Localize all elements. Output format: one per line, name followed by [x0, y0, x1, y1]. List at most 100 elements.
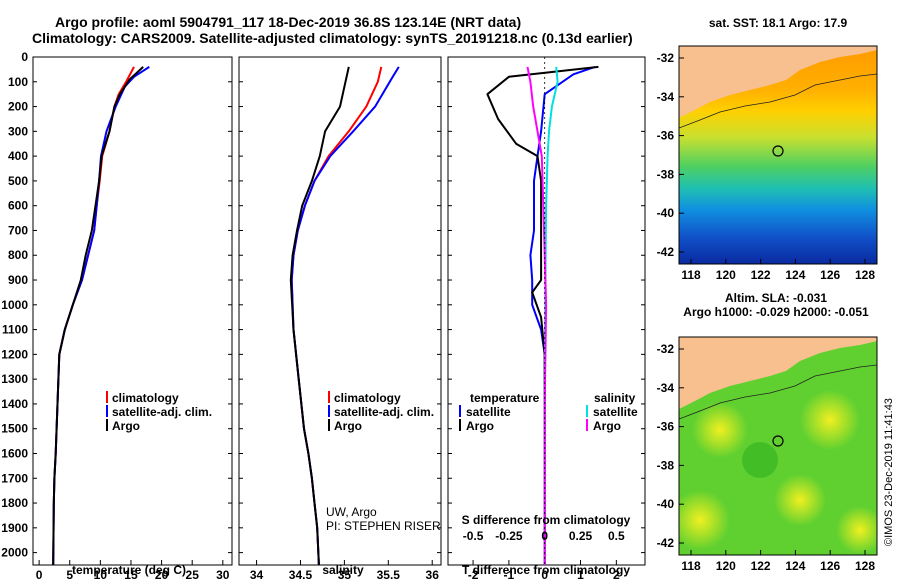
- series-line-argo: [52, 66, 144, 566]
- legend-t-argo: Argo: [466, 419, 494, 433]
- salinity-xtick-label: 34.5: [289, 568, 313, 580]
- depth-tick-label: 2000: [1, 546, 28, 560]
- salinity-credit-2: PI: STEPHEN RISER: [326, 519, 441, 533]
- legend-s-satellite: satellite: [593, 405, 638, 419]
- difference-panel: -2 -1 0 1 2 -0.5 -0.25 0 0.25 0.5: [463, 57, 625, 580]
- salinity-xtick-label: 34: [250, 568, 264, 580]
- difference-xtick-label: 0: [541, 568, 548, 580]
- difference-xlabel: T difference from climatology: [462, 563, 630, 577]
- s-diff-tick-label: 0: [541, 529, 548, 543]
- depth-tick-label: 900: [8, 273, 28, 287]
- series-line-satellite-adj-clim-: [290, 66, 400, 566]
- depth-tick-label: 400: [8, 149, 28, 163]
- lon-tick-label: 122: [751, 559, 771, 573]
- legend-swatch-argo: [328, 419, 330, 431]
- lat-tick-label: -36: [657, 129, 675, 143]
- map-axes: -32 -34 -36 -38 -40 -42 118 120 122 124 126 128 -32 -…: [657, 51, 876, 573]
- depth-tick-label: 600: [8, 199, 28, 213]
- depth-tick-label: 500: [8, 174, 28, 188]
- lon-tick-label: 128: [855, 559, 875, 573]
- legend-swatch-satellite: [106, 405, 108, 417]
- difference-frame: [447, 56, 646, 566]
- depth-tick-label: 1100: [2, 323, 28, 337]
- land-australia: [679, 337, 877, 409]
- salinity-legend-satellite: satellite-adj. clim.: [334, 405, 434, 419]
- sla-anomaly: [800, 390, 860, 450]
- land-australia: [679, 46, 877, 118]
- legend-swatch-climatology: [106, 391, 108, 403]
- lon-tick-label: 122: [751, 268, 771, 282]
- argo-location-marker: [772, 145, 784, 157]
- legend-s-argo: Argo: [593, 419, 621, 433]
- lon-tick-label: 124: [785, 559, 805, 573]
- temperature-legend-climatology: climatology: [112, 391, 179, 405]
- series-line-temperature-argo: [486, 65, 599, 565]
- series-line-satellite-adj-clim-: [52, 66, 150, 566]
- lat-tick-label: -34: [657, 90, 675, 104]
- sla-anomaly: [774, 474, 826, 526]
- legend-swatch-t-argo: [459, 419, 461, 431]
- salinity-legend: climatology satellite-adj. clim. Argo: [328, 391, 434, 433]
- depth-tick-label: 100: [8, 75, 28, 89]
- argo-location-marker: [772, 435, 784, 447]
- lat-tick-label: -32: [657, 51, 675, 65]
- depth-tick-label: 700: [8, 223, 28, 237]
- temperature-legend-satellite: satellite-adj. clim.: [112, 405, 212, 419]
- salinity-xtick-label: 35: [338, 568, 352, 580]
- difference-xtick-label: 2: [613, 568, 620, 580]
- coast-contour: [679, 73, 877, 129]
- salinity-legend-climatology: climatology: [334, 391, 401, 405]
- difference-xtick-label: -1: [504, 568, 515, 580]
- sla-map: [679, 337, 877, 555]
- legend-swatch-satellite: [328, 405, 330, 417]
- sla-map-title-1: Altim. SLA: -0.031: [725, 291, 827, 305]
- lon-tick-label: 126: [820, 559, 840, 573]
- legend-swatch-argo: [106, 419, 108, 431]
- series-line-argo: [289, 66, 350, 566]
- legend-swatch-t-satellite: [459, 405, 461, 417]
- temperature-panel: 0 5 10 15 20 25 30: [36, 66, 230, 580]
- temperature-xtick-label: 10: [94, 568, 108, 580]
- legend-swatch-s-satellite: [586, 405, 588, 417]
- legend-swatch-s-argo: [586, 419, 588, 431]
- series-line-climatology: [52, 66, 135, 566]
- temperature-xtick-label: 25: [186, 568, 200, 580]
- lat-tick-label: -34: [657, 381, 675, 395]
- sst-map: [679, 46, 877, 264]
- depth-tick-label: 1900: [1, 521, 28, 535]
- lat-tick-label: -42: [657, 245, 675, 259]
- s-diff-tick-label: 0.25: [569, 529, 593, 543]
- depth-tick-label: 1000: [1, 298, 28, 312]
- temperature-legend: climatology satellite-adj. clim. Argo: [106, 391, 212, 433]
- legend-t-satellite: satellite: [466, 405, 511, 419]
- depth-tick-label: 300: [8, 124, 28, 138]
- lat-tick-label: -40: [657, 206, 675, 220]
- depth-tick-label: 0: [21, 50, 28, 64]
- legend-temperature-heading: temperature: [470, 391, 540, 405]
- depth-tick-label: 1700: [1, 471, 28, 485]
- temperature-xtick-label: 30: [216, 568, 230, 580]
- difference-legend: temperature salinity satellite Argo sate…: [459, 391, 638, 433]
- temperature-legend-argo: Argo: [112, 419, 140, 433]
- lon-tick-label: 120: [716, 559, 736, 573]
- legend-salinity-heading: salinity: [594, 391, 636, 405]
- depth-tick-label: 800: [8, 248, 28, 262]
- series-line-salinity-argo: [526, 66, 548, 565]
- lat-tick-label: -40: [657, 497, 675, 511]
- series-line-climatology: [290, 66, 383, 566]
- salinity-xtick-label: 35.5: [377, 568, 401, 580]
- depth-tick-label: 1800: [1, 496, 28, 510]
- lat-tick-label: -32: [657, 342, 675, 356]
- s-diff-tick-label: 0.5: [608, 529, 625, 543]
- lon-tick-label: 118: [681, 559, 701, 573]
- temperature-xtick-label: 20: [155, 568, 169, 580]
- depth-tick-label: 1500: [1, 422, 28, 436]
- s-diff-tick-label: -0.25: [495, 529, 523, 543]
- legend-swatch-climatology: [328, 391, 330, 403]
- salinity-panel: 34 34.5 35 35.5 36: [250, 66, 440, 580]
- lon-tick-label: 118: [681, 268, 701, 282]
- salinity-xlabel: salinity: [322, 563, 364, 577]
- sla-map-frame: [678, 336, 878, 556]
- salinity-xtick-label: 36: [426, 568, 440, 580]
